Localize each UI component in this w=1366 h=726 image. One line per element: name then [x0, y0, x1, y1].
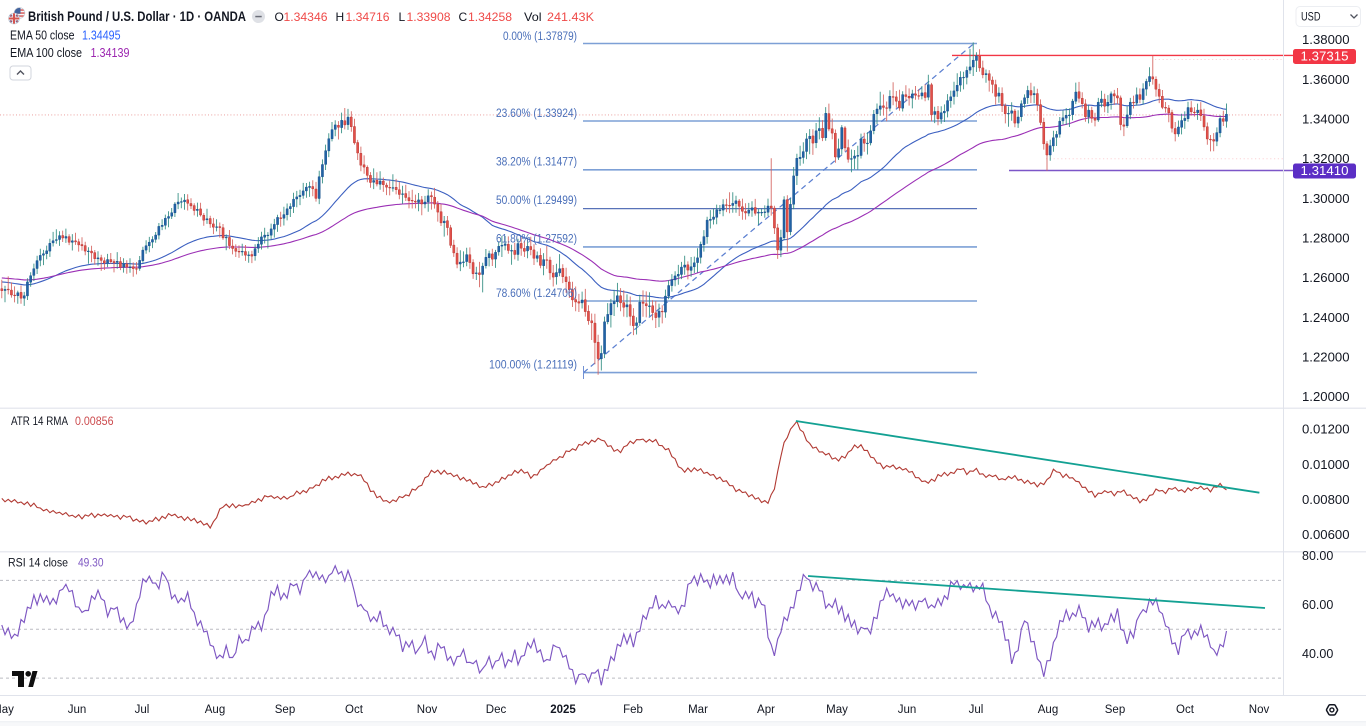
svg-text:80.00: 80.00: [1302, 549, 1333, 563]
svg-text:1.38000: 1.38000: [1302, 33, 1350, 47]
svg-text:1.33908: 1.33908: [407, 10, 451, 24]
svg-text:Aug: Aug: [205, 704, 225, 716]
svg-text:Nov: Nov: [1249, 704, 1270, 716]
svg-text:1.20000: 1.20000: [1302, 390, 1350, 404]
svg-text:1.34000: 1.34000: [1302, 113, 1350, 127]
svg-text:Jul: Jul: [135, 704, 150, 716]
svg-text:1.34139: 1.34139: [91, 46, 130, 60]
svg-text:Sep: Sep: [1105, 704, 1125, 716]
svg-text:60.00: 60.00: [1302, 598, 1333, 612]
svg-text:1.32000: 1.32000: [1302, 152, 1350, 166]
svg-text:0.01200: 0.01200: [1302, 423, 1350, 437]
svg-text:Apr: Apr: [757, 704, 775, 716]
svg-text:1.30000: 1.30000: [1302, 192, 1350, 206]
svg-text:Aug: Aug: [1038, 704, 1058, 716]
svg-text:0.00600: 0.00600: [1302, 528, 1350, 542]
svg-text:Nov: Nov: [417, 704, 438, 716]
svg-text:1.22000: 1.22000: [1302, 351, 1350, 365]
svg-text:50.00% (1.29499): 50.00% (1.29499): [496, 195, 577, 207]
svg-text:Feb: Feb: [623, 704, 643, 716]
svg-text:USD: USD: [1301, 12, 1321, 24]
svg-text:Jun: Jun: [898, 704, 917, 716]
svg-text:RSI 14 close: RSI 14 close: [8, 558, 68, 570]
svg-text:H: H: [336, 10, 345, 24]
svg-text:Oct: Oct: [345, 704, 364, 716]
svg-text:May: May: [0, 704, 14, 716]
svg-text:Jul: Jul: [969, 704, 984, 716]
svg-text:1.31410: 1.31410: [1301, 164, 1349, 178]
svg-text:EMA 50 close: EMA 50 close: [10, 29, 75, 43]
svg-text:Oct: Oct: [1176, 704, 1195, 716]
svg-text:1.24000: 1.24000: [1302, 311, 1350, 325]
svg-text:Mar: Mar: [688, 704, 708, 716]
svg-text:C: C: [459, 10, 468, 24]
svg-text:L: L: [399, 10, 406, 24]
svg-text:1.26000: 1.26000: [1302, 271, 1350, 285]
svg-text:May: May: [826, 704, 848, 716]
svg-text:1.28000: 1.28000: [1302, 232, 1350, 246]
svg-text:49.30: 49.30: [78, 558, 104, 570]
svg-text:Dec: Dec: [486, 704, 507, 716]
svg-text:O: O: [275, 10, 284, 24]
svg-text:40.00: 40.00: [1302, 647, 1333, 661]
svg-text:0.01000: 0.01000: [1302, 458, 1350, 472]
svg-text:1.34258: 1.34258: [468, 10, 512, 24]
svg-text:0.00856: 0.00856: [75, 416, 114, 428]
svg-text:0.00800: 0.00800: [1302, 493, 1350, 507]
svg-text:1.36000: 1.36000: [1302, 73, 1350, 87]
svg-text:1.34346: 1.34346: [284, 10, 328, 24]
svg-text:Vol: Vol: [524, 10, 542, 24]
svg-text:61.80% (1.27592): 61.80% (1.27592): [496, 234, 577, 246]
svg-text:2025: 2025: [550, 704, 576, 716]
svg-text:0.00% (1.37879): 0.00% (1.37879): [503, 31, 577, 43]
svg-text:1.34495: 1.34495: [82, 29, 121, 43]
svg-text:ATR 14 RMA: ATR 14 RMA: [11, 416, 68, 428]
svg-text:78.60% (1.24706): 78.60% (1.24706): [496, 288, 577, 300]
svg-text:100.00% (1.21119): 100.00% (1.21119): [489, 360, 577, 372]
svg-text:EMA 100 close: EMA 100 close: [10, 46, 82, 60]
svg-text:23.60% (1.33924): 23.60% (1.33924): [496, 108, 577, 120]
svg-text:241.43K: 241.43K: [547, 10, 594, 24]
svg-text:38.20% (1.31477): 38.20% (1.31477): [496, 157, 577, 169]
svg-text:British Pound / U.S. Dollar ·: British Pound / U.S. Dollar · 1D · OANDA: [28, 9, 246, 24]
svg-text:1.37315: 1.37315: [1301, 50, 1349, 64]
svg-text:1.34716: 1.34716: [346, 10, 390, 24]
svg-text:Sep: Sep: [275, 704, 295, 716]
svg-text:Jun: Jun: [68, 704, 87, 716]
